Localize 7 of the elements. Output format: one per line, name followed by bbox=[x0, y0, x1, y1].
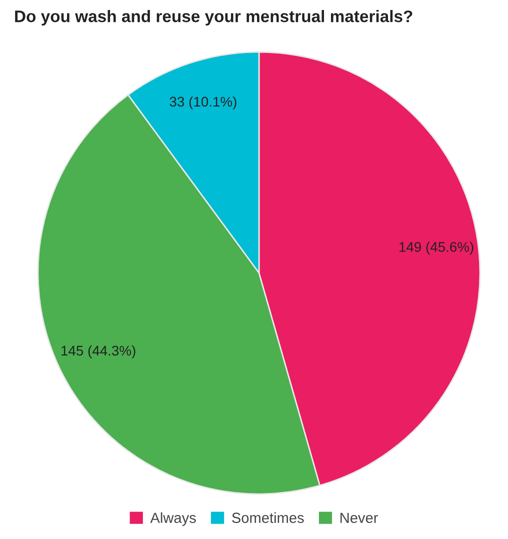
legend-label: Always bbox=[150, 512, 196, 526]
data-label: 33 (10.1%) bbox=[170, 96, 236, 110]
legend-label: Sometimes bbox=[232, 512, 304, 523]
chart-title: Do you wash and reuse your menstrual materials? bbox=[15, 10, 412, 26]
data-label: 145 (44.3%) bbox=[62, 345, 136, 358]
legend-label: Never bbox=[340, 512, 378, 523]
data-label: 149 (45.6%) bbox=[400, 242, 474, 255]
